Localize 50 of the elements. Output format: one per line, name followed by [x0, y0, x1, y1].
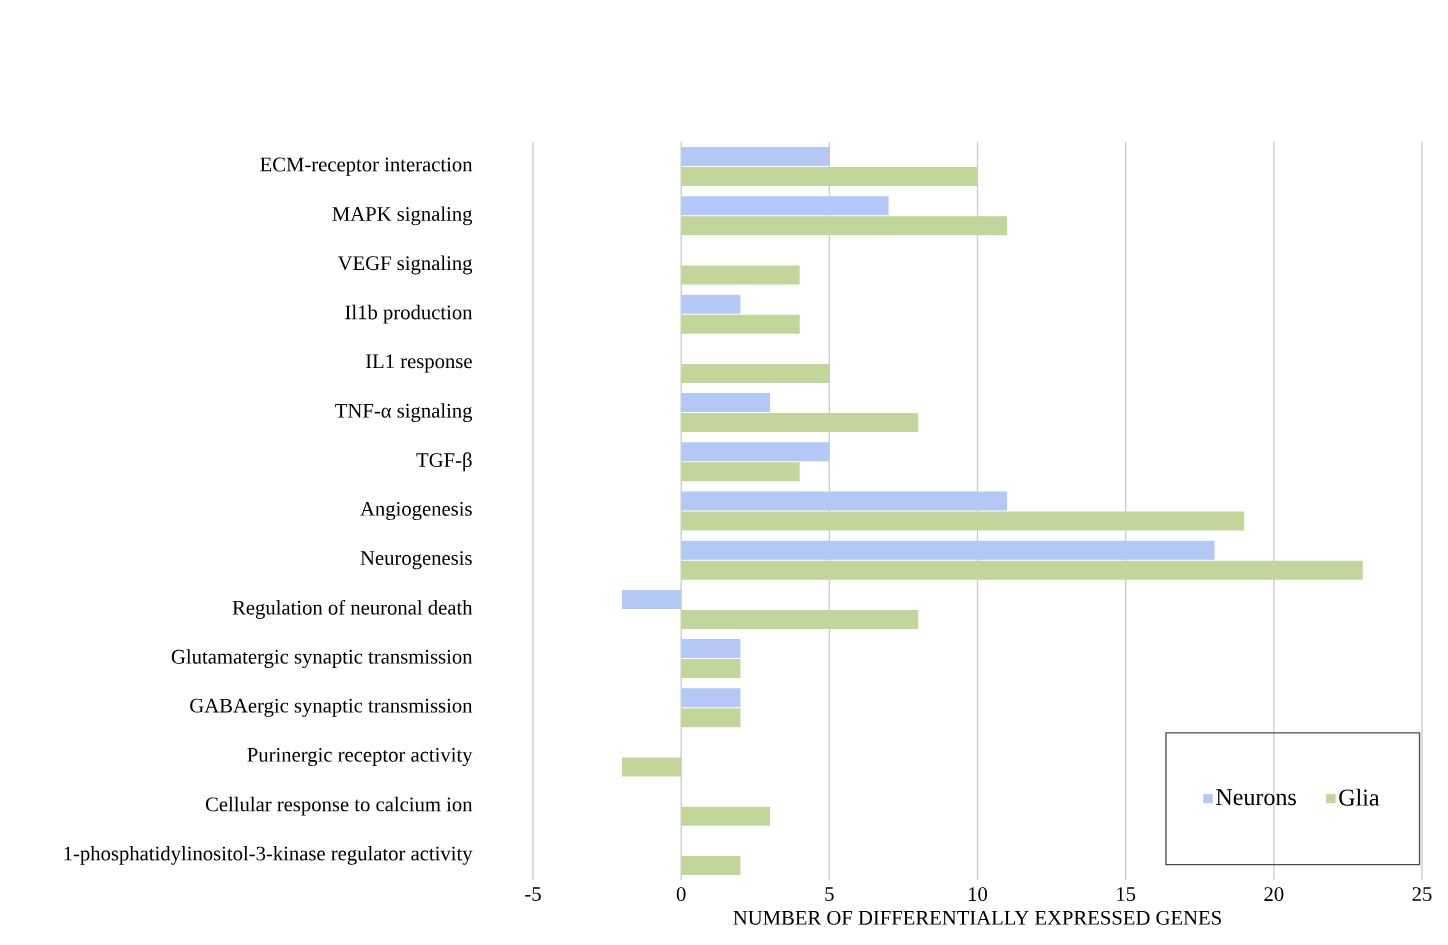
y-tick-label: Cellular response to calcium ion — [205, 796, 473, 816]
bar — [681, 167, 978, 187]
y-tick-label: 1-phosphatidylinositol-3-kinase regulator activity — [64, 845, 473, 865]
bar — [681, 314, 800, 334]
x-tick-label: 5 — [825, 887, 834, 901]
bar — [681, 708, 741, 728]
bar — [681, 639, 741, 659]
y-tick-label: ECM-receptor interaction — [260, 157, 473, 176]
bar — [681, 294, 741, 314]
y-tick-label: MAPK signaling — [332, 206, 473, 226]
legend-label: Neurons — [1216, 789, 1296, 806]
x-tick-label: 15 — [1117, 887, 1136, 901]
bar — [681, 147, 830, 167]
bar — [681, 265, 800, 285]
bar — [681, 609, 919, 629]
y-tick-label: Glutamatergic synaptic transmission — [171, 649, 473, 668]
bar — [621, 757, 682, 777]
y-tick-label: Purinergic receptor activity — [247, 747, 473, 767]
bar — [681, 442, 830, 462]
bar — [681, 393, 771, 413]
bar — [681, 540, 1215, 560]
x-tick-label: -5 — [525, 887, 541, 901]
x-tick-label: 25 — [1412, 887, 1432, 902]
x-tick-label: 10 — [968, 887, 988, 902]
bar — [681, 855, 741, 875]
y-tick-label: TNF-α signaling — [335, 403, 473, 422]
bar — [681, 196, 889, 216]
x-tick-label: 0 — [676, 887, 686, 902]
bar — [681, 363, 830, 383]
bar — [681, 688, 741, 708]
y-tick-label: Neurogenesis — [360, 551, 472, 570]
bar — [681, 491, 1008, 511]
bar — [681, 216, 1008, 236]
bar — [681, 659, 741, 679]
y-tick-label: Regulation of neuronal death — [232, 599, 473, 619]
y-tick-label: VEGF signaling — [337, 255, 473, 275]
y-tick-label: Angiogenesis — [360, 501, 472, 521]
bar — [681, 413, 919, 433]
bar — [681, 511, 1245, 531]
bar — [621, 589, 682, 609]
y-tick-label: GABAergic synaptic transmission — [190, 698, 473, 717]
x-tick-label: 20 — [1264, 887, 1284, 902]
y-tick-label: TGF-β — [416, 452, 472, 472]
legend-label: Glia — [1339, 788, 1380, 806]
x-axis-title: NUMBER OF DIFFERENTIALLY EXPRESSED GENES — [733, 910, 1221, 925]
y-tick-label: IL1 response — [365, 354, 472, 373]
bar — [681, 806, 771, 826]
bar — [681, 462, 800, 482]
bar — [681, 560, 1363, 580]
y-tick-label: Il1b production — [345, 304, 473, 324]
